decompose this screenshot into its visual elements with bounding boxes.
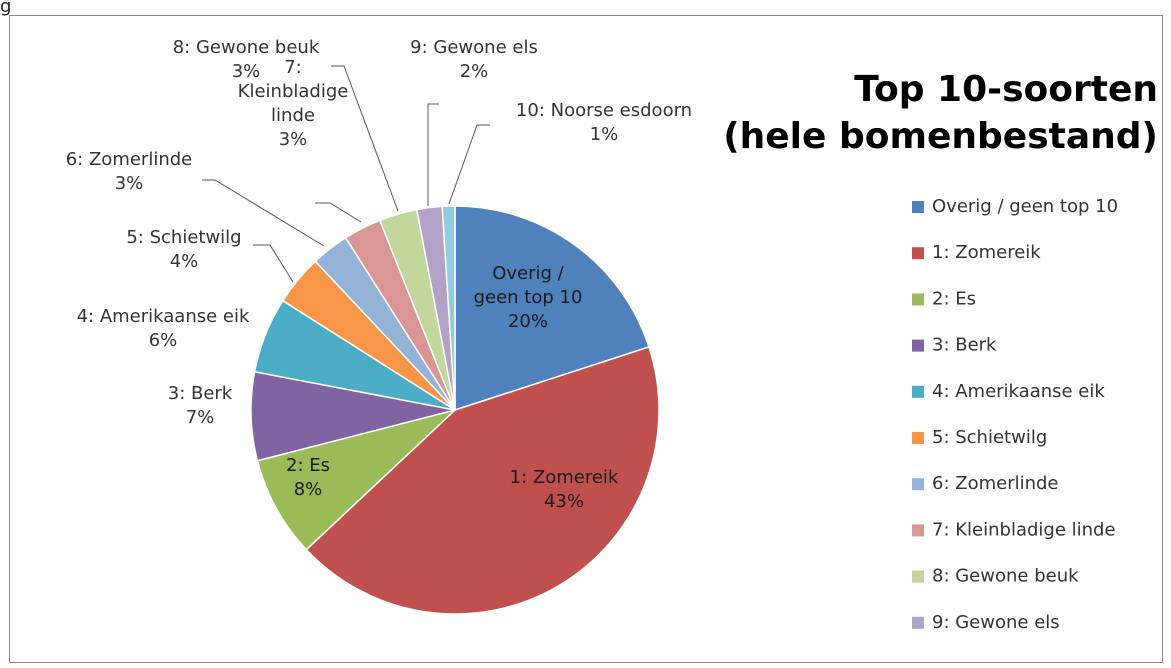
- data-label-line: 43%: [544, 491, 584, 512]
- data-label-line: 6%: [149, 330, 178, 351]
- data-label-line: 4: Amerikaanse eik: [77, 306, 250, 327]
- legend-swatch: [912, 293, 924, 306]
- data-label-line: geen top 10: [474, 287, 583, 308]
- pie-slice: [454, 205, 650, 412]
- data-label: 10: Noorse esdoorn 1%: [516, 100, 692, 145]
- data-label-line: 4%: [170, 251, 199, 272]
- data-label: 5: Schietwilg 4%: [126, 227, 241, 272]
- data-label-line: 20%: [508, 311, 548, 332]
- leader-line: [427, 103, 439, 206]
- data-label: Overig / geen top 10 20%: [474, 263, 583, 332]
- legend-swatch: [912, 570, 924, 583]
- data-label: 6: Zomerlinde 3%: [66, 149, 193, 194]
- legend-label: 5: Schietwilg: [932, 427, 1047, 448]
- data-label-line: linde: [271, 105, 315, 126]
- legend-label: 8: Gewone beuk: [932, 566, 1079, 587]
- leader-line: [331, 65, 399, 212]
- data-label: 8: Gewone beuk 3%: [173, 37, 320, 82]
- chart-title-line: (hele bomenbestand): [723, 116, 1158, 157]
- pie-slice: [305, 346, 660, 615]
- data-label-line: 1: Zomereik: [510, 467, 619, 488]
- legend-swatch: [912, 478, 924, 491]
- pie-slice: [256, 409, 456, 551]
- data-label-line: 5: Schietwilg: [126, 227, 241, 248]
- chart-title-line: Top 10-soorten: [854, 69, 1158, 110]
- data-label-line: 3%: [232, 61, 261, 82]
- leader-line: [315, 202, 362, 223]
- data-label-line: 1%: [590, 124, 619, 145]
- data-label-line: 7:: [284, 57, 302, 78]
- pie-slice: [441, 205, 456, 411]
- data-label: 1: Zomereik 43%: [510, 467, 619, 512]
- data-label-line: Kleinbladige: [238, 81, 349, 102]
- chart-title: Top 10-soorten (hele bomenbestand): [723, 69, 1158, 157]
- data-label-line: 2: Es: [286, 455, 330, 476]
- data-label-line: 3: Berk: [168, 383, 233, 404]
- legend-label: 7: Kleinbladige linde: [932, 519, 1116, 540]
- legend-label: 9: Gewone els: [932, 612, 1060, 633]
- legend-label: Overig / geen top 10: [932, 196, 1118, 217]
- leader-line: [253, 244, 294, 283]
- legend-swatch: [912, 385, 924, 398]
- corner-text: g: [0, 0, 12, 17]
- legend: Overig / geen top 10 1: Zomereik 2: Es 3: B…: [912, 196, 1118, 633]
- legend-swatch: [912, 339, 924, 352]
- legend-label: 2: Es: [932, 288, 976, 309]
- legend-label: 4: Amerikaanse eik: [932, 381, 1105, 402]
- legend-label: 6: Zomerlinde: [932, 473, 1059, 494]
- data-label-line: 6: Zomerlinde: [66, 149, 193, 170]
- leader-line: [202, 179, 325, 247]
- legend-label: 3: Berk: [932, 335, 997, 356]
- data-label-line: 8%: [294, 479, 323, 500]
- data-label-line: 3%: [115, 173, 144, 194]
- data-label: 9: Gewone els 2%: [410, 37, 538, 82]
- data-label-line: 2%: [460, 61, 489, 82]
- legend-swatch: [912, 616, 924, 629]
- data-label-line: 8: Gewone beuk: [173, 37, 320, 58]
- legend-label: 1: Zomereik: [932, 242, 1041, 263]
- legend-swatch: [912, 524, 924, 537]
- leader-line: [448, 124, 490, 205]
- data-label-line: 3%: [279, 129, 308, 150]
- data-label: 4: Amerikaanse eik 6%: [77, 306, 250, 351]
- data-label-line: Overig /: [492, 263, 564, 284]
- data-label-line: 7%: [186, 407, 215, 428]
- data-label: 3: Berk 7%: [168, 383, 233, 428]
- data-label: 7: Kleinbladige linde 3%: [238, 57, 349, 150]
- legend-swatch: [912, 432, 924, 444]
- legend-swatch: [912, 201, 924, 213]
- legend-swatch: [912, 247, 924, 260]
- data-label-line: 9: Gewone els: [410, 37, 538, 58]
- data-label-line: 10: Noorse esdoorn: [516, 100, 692, 121]
- data-label: 2: Es 8%: [286, 455, 330, 500]
